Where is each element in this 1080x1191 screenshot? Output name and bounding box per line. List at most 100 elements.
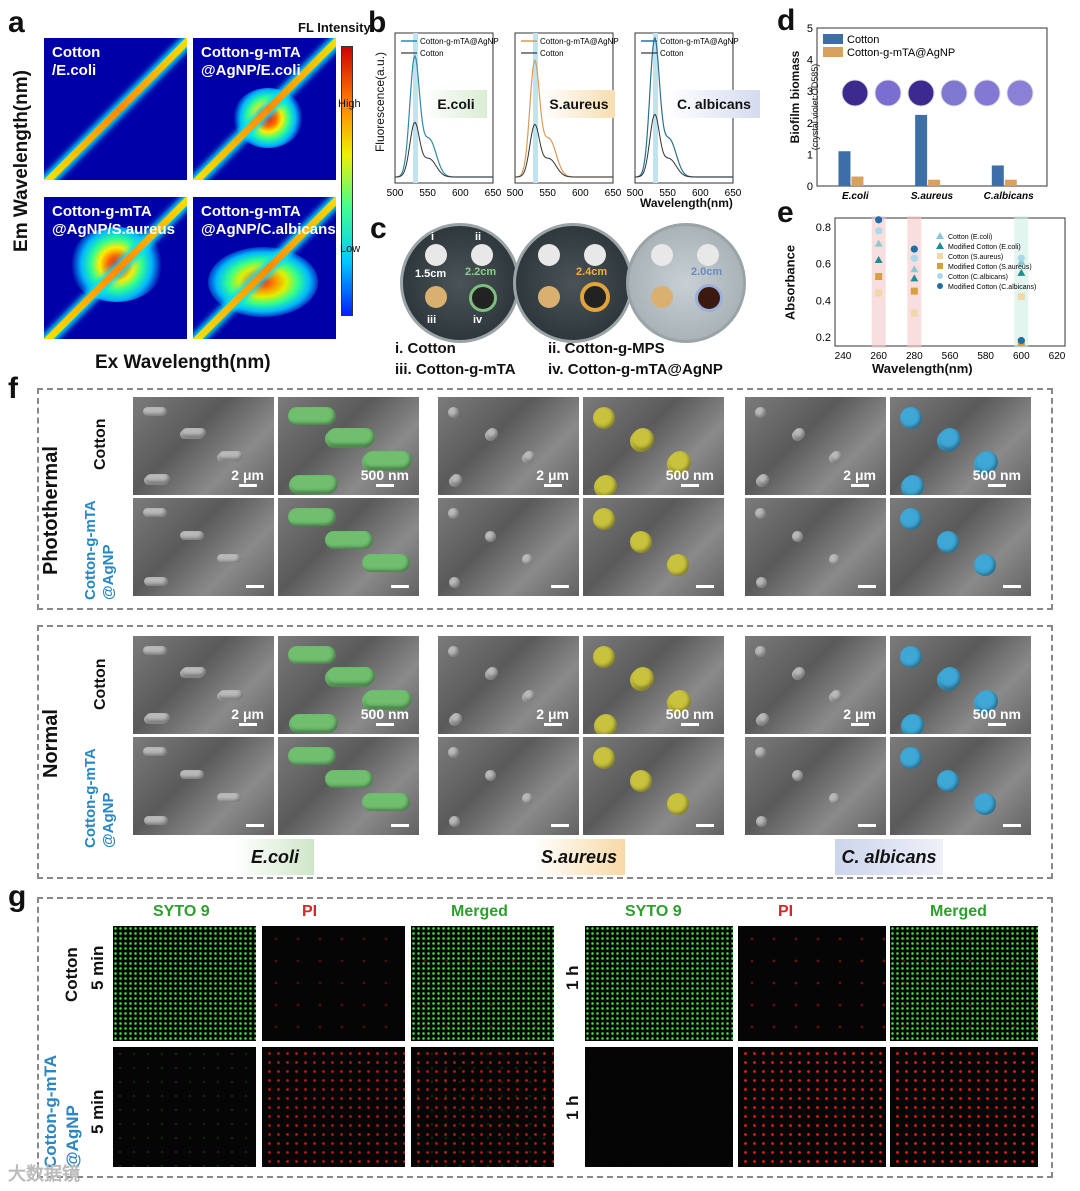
x-tick-label: 620 <box>1049 351 1066 362</box>
fluorescence-image <box>890 926 1038 1041</box>
sem-image <box>278 737 419 835</box>
scale-bar <box>1003 823 1021 827</box>
microbe-cell <box>593 646 615 668</box>
microbe-cell <box>976 451 998 473</box>
category-label: E.coli <box>842 191 869 202</box>
time-label: 5 min <box>88 945 107 990</box>
scale-bar <box>696 823 714 827</box>
scale-bar <box>551 584 569 588</box>
legend-label: Cotton (S.aureus) <box>948 254 1003 261</box>
y-tick-label: 5 <box>807 23 813 35</box>
y-tick-label: 0.6 <box>816 259 831 271</box>
legend-marker <box>937 253 943 259</box>
x-tick-label: 550 <box>419 188 436 199</box>
legend-label: Modified Cotton (S.aureus) <box>948 264 1032 271</box>
legend-label: Modified Cotton (E.coli) <box>948 244 1021 251</box>
microbe-cell <box>143 646 168 655</box>
scale-bar: 500 nm <box>973 706 1021 726</box>
microbe-cell <box>448 747 459 758</box>
microbe-cell <box>937 531 959 553</box>
bar <box>915 114 928 186</box>
x-tick-label: 580 <box>977 351 994 362</box>
disk-label: iii <box>427 314 437 326</box>
colorbar-low: Low <box>340 243 361 255</box>
channel-header: PI <box>302 903 318 920</box>
bar <box>928 179 941 186</box>
microbe-cell <box>755 646 766 657</box>
crystal-violet-well <box>1006 79 1034 107</box>
microbe-cell <box>180 531 205 540</box>
scale-bar: 500 nm <box>361 467 409 487</box>
microbe-cell <box>288 407 337 425</box>
microbe-cell <box>182 667 207 676</box>
legend-label: Cotton <box>847 34 879 46</box>
data-point <box>1017 268 1026 276</box>
microbe-cell <box>290 475 339 493</box>
row-label-treated: Cotton-g-mTA @AgNP <box>82 748 117 848</box>
scale-label: 2 μm <box>536 706 569 722</box>
disk-label: i <box>431 231 435 243</box>
data-point <box>910 254 918 262</box>
tag-calbicans-b: C. albicans <box>668 90 760 118</box>
cotton-spectrum-line <box>514 123 613 178</box>
microbe-cell <box>900 646 922 668</box>
x-tick-label: 600 <box>572 188 589 199</box>
panel-e-xlabel: Wavelength(nm) <box>872 361 973 376</box>
y-tick-label: 1 <box>807 149 813 161</box>
fluorescence-image <box>411 1047 554 1167</box>
scale-label: 500 nm <box>972 706 1021 722</box>
microbe-cell <box>219 690 244 699</box>
microbe-cell <box>290 714 339 732</box>
data-point <box>910 274 919 282</box>
microbe-cell <box>217 554 242 563</box>
scale-label: 2 μm <box>536 467 569 483</box>
crystal-violet-well <box>907 79 935 107</box>
zone-label: 2.2cm <box>465 266 497 278</box>
x-tick-label: 600 <box>452 188 469 199</box>
scale-bar: 500 nm <box>666 706 714 726</box>
heatmap-tile-4: Cotton-g-mTA @AgNP/C.albicans <box>193 197 336 339</box>
sem-image: 2 μm <box>438 397 579 495</box>
microbe-cell <box>325 770 374 788</box>
x-tick-label: 500 <box>627 188 644 199</box>
microbe-cell <box>632 428 654 450</box>
row-label-treated: Cotton-g-mTA @AgNP <box>41 1055 82 1168</box>
cotton-spectrum-line <box>634 113 733 178</box>
row-label-cotton: Cotton <box>62 947 81 1002</box>
panel-b-xlabel: Wavelength(nm) <box>640 196 733 210</box>
zone-label: 2.4cm <box>576 266 608 278</box>
legend-marker <box>937 263 943 269</box>
x-tick-label: 600 <box>692 188 709 199</box>
sem-image <box>745 737 886 835</box>
category-label: C.albicans <box>984 191 1034 202</box>
live-dead-group <box>37 897 1053 1178</box>
highlight-band <box>1014 216 1029 348</box>
legend-marker <box>937 283 943 289</box>
microbe-cell <box>362 554 411 572</box>
y-tick-label: 0.4 <box>816 295 831 307</box>
scale-label: 500 nm <box>972 467 1021 483</box>
x-tick-label: 240 <box>835 351 852 362</box>
microbe-cell <box>900 407 922 429</box>
microbe-cell <box>755 747 766 758</box>
legend-marker <box>936 242 944 249</box>
crystal-violet-well <box>940 79 968 107</box>
data-point <box>1017 254 1025 262</box>
panel-a-ylabel: Em Wavelength(nm) <box>11 70 32 252</box>
sem-image: 2 μm <box>745 397 886 495</box>
microbe-cell <box>143 407 168 416</box>
legend-label: Cotton-g-mTA@AgNP <box>847 47 955 59</box>
scale-label: 500 nm <box>360 467 409 483</box>
data-point <box>874 256 883 264</box>
microbe-cell <box>143 747 168 756</box>
data-point <box>875 216 883 224</box>
heatmap-tile-1: Cotton /E.coli <box>44 38 187 180</box>
microbe-cell <box>900 508 922 530</box>
microbe-cell <box>902 714 924 734</box>
microbe-cell <box>522 793 533 804</box>
fluorescence-image <box>738 926 886 1041</box>
microbe-cell <box>288 508 337 526</box>
fluorescence-image <box>411 926 554 1041</box>
microbe-cell <box>146 474 171 483</box>
tag-ecoli-f: E.coli <box>236 839 314 875</box>
